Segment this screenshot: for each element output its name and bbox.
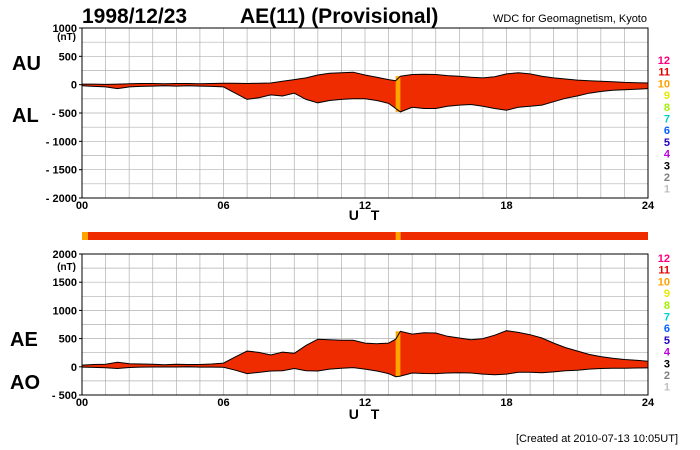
- date-label: 1998/12/23: [82, 5, 187, 28]
- label-au: AU: [12, 53, 41, 75]
- legend-station-count: 1: [664, 382, 670, 394]
- series-line-ao: [81, 366, 649, 378]
- series-band-fill: [82, 330, 648, 377]
- y-ticks-ae-ao: 2000 1500 1000 500 0 - 500: [52, 249, 82, 402]
- y-tick-label: 0: [71, 80, 77, 92]
- highlight-interval: [395, 76, 401, 112]
- series-line-al: [81, 85, 649, 113]
- legend-station-count: 9: [664, 288, 670, 300]
- created-timestamp: [Created at 2010-07-13 10:05UT]: [516, 433, 678, 445]
- legend-station-count: 12: [658, 55, 670, 67]
- x-tick-label: 06: [217, 397, 229, 409]
- grid-ae-ao: [82, 254, 648, 395]
- legend-station-count: 4: [664, 347, 671, 359]
- x-tick-label: 06: [217, 200, 229, 212]
- y-tick-label: 500: [59, 51, 77, 63]
- station-bar-segment: [395, 232, 401, 240]
- x-ticks-ae-ao: 00 06 12 18 24: [76, 397, 655, 409]
- y-ticks-au-al: 1000 500 0 - 500 - 1000 - 1500 - 2000: [46, 23, 82, 205]
- station-bar-main: [82, 232, 648, 240]
- y-tick-label: - 1000: [46, 136, 77, 148]
- y-tick-label: - 500: [52, 390, 77, 402]
- x-tick-label: 00: [76, 200, 88, 212]
- y-tick-label: 0: [71, 362, 77, 374]
- label-ao: AO: [10, 372, 40, 394]
- organization-label: WDC for Geomagnetism, Kyoto: [493, 13, 647, 25]
- legend-station-count: 6: [664, 125, 670, 137]
- y-tick-label: 500: [59, 334, 77, 346]
- legend-station-count: 5: [664, 335, 670, 347]
- y-tick-label: - 2000: [46, 193, 77, 205]
- y-tick-label: 1000: [53, 23, 77, 35]
- y-tick-label: 1500: [53, 277, 77, 289]
- station-availability-bar: [82, 232, 648, 240]
- series-line-au: [82, 71, 649, 85]
- grid-au-al: [82, 28, 648, 198]
- legend-station-count: 11: [658, 67, 670, 79]
- label-ae: AE: [10, 329, 38, 351]
- x-axis-label-au-al: U T: [349, 207, 384, 223]
- x-ticks-au-al: 00 06 12 18 24: [76, 200, 655, 212]
- x-tick-label: 18: [500, 200, 512, 212]
- legend-station-count: 2: [664, 172, 670, 184]
- x-tick-label: 24: [642, 397, 655, 409]
- legend-station-count: 8: [664, 300, 670, 312]
- page-title: AE(11) (Provisional): [240, 5, 438, 28]
- label-al: AL: [12, 105, 39, 127]
- series-line-ae: [81, 330, 649, 366]
- series-band-fill: [82, 72, 648, 112]
- station-bar-segment: [82, 232, 88, 240]
- legend-station-count: 5: [664, 137, 670, 149]
- fill-ae-ao: [82, 330, 648, 377]
- legend-station-count: 4: [664, 149, 671, 161]
- x-tick-label: 24: [642, 200, 655, 212]
- y-tick-label: 2000: [53, 249, 77, 261]
- legend-station-count: 6: [664, 323, 670, 335]
- y-tick-label: - 1500: [46, 165, 77, 177]
- x-tick-label: 00: [76, 397, 88, 409]
- y-tick-label: - 500: [52, 108, 77, 120]
- x-axis-label-ae-ao: U T: [349, 406, 384, 422]
- legend-station-count: 11: [658, 265, 670, 277]
- y-tick-label: 1000: [53, 305, 77, 317]
- fill-au-al: [82, 72, 648, 112]
- plot-frame-ae-ao: [81, 253, 649, 396]
- legend-station-count: 10: [658, 276, 670, 288]
- legend-station-count: 3: [664, 358, 670, 370]
- highlight-interval: [395, 331, 401, 377]
- x-tick-label: 12: [359, 200, 371, 212]
- legend-station-count: 10: [658, 78, 670, 90]
- legend-station-count: 3: [664, 160, 670, 172]
- legend-station-count: 12: [658, 253, 670, 265]
- legend-station-count: 8: [664, 102, 670, 114]
- legend-station-count: 9: [664, 90, 670, 102]
- y-unit-ae-ao: (nT): [57, 262, 76, 273]
- x-tick-label: 18: [500, 397, 512, 409]
- x-tick-label: 12: [359, 397, 371, 409]
- legend-station-count: 2: [664, 370, 670, 382]
- legend-station-count: 7: [664, 114, 670, 126]
- legend-station-count: 1: [664, 184, 670, 196]
- legend-station-count: 7: [664, 312, 670, 324]
- y-unit-au-al: (nT): [57, 32, 76, 43]
